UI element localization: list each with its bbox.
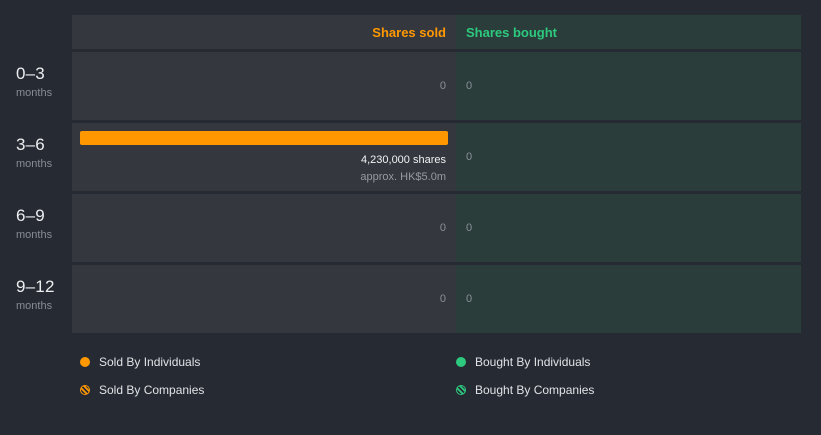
chart-legend: Sold By Individuals Sold By Companies Bo… [72, 355, 801, 411]
sold-cell: 4,230,000 shares approx. HK$5.0m [72, 123, 456, 191]
legend-sold-column: Sold By Individuals Sold By Companies [72, 355, 456, 411]
legend-item-bought-individuals: Bought By Individuals [456, 355, 801, 369]
sold-value: 0 [439, 293, 446, 305]
sold-companies-marker-icon [80, 385, 90, 395]
sold-cell: 0 [72, 265, 456, 333]
shares-sold-header: Shares sold [72, 15, 456, 49]
sold-bar-labels: 4,230,000 shares approx. HK$5.0m [80, 154, 448, 183]
shares-bought-header: Shares bought [456, 15, 801, 49]
sold-approx-label: approx. HK$5.0m [360, 171, 446, 183]
bought-cell: 0 [456, 265, 801, 333]
legend-label: Bought By Companies [475, 383, 595, 397]
sold-cell: 0 [72, 194, 456, 262]
period-unit: months [16, 300, 53, 312]
chart-header: Shares sold Shares bought [16, 15, 801, 49]
row-period: 0–3 months [16, 52, 72, 120]
bought-value: 0 [466, 80, 473, 92]
sold-cell: 0 [72, 52, 456, 120]
bought-value: 0 [466, 222, 473, 234]
legend-item-bought-companies: Bought By Companies [456, 383, 801, 397]
legend-bought-column: Bought By Individuals Bought By Companie… [456, 355, 801, 411]
bought-companies-marker-icon [456, 385, 466, 395]
row-period: 9–12 months [16, 265, 72, 333]
bought-cell: 0 [456, 123, 801, 191]
period-label: 6–9 [16, 206, 45, 225]
header-spacer [16, 15, 72, 49]
period-label: 9–12 [16, 277, 55, 296]
row-period: 3–6 months [16, 123, 72, 191]
chart-row-6-9: 6–9 months 0 0 [16, 194, 801, 262]
sold-individuals-marker-icon [80, 357, 90, 367]
sold-shares-label: 4,230,000 shares [360, 154, 446, 166]
chart-row-3-6: 3–6 months 4,230,000 shares approx. HK$5… [16, 123, 801, 191]
period-label: 3–6 [16, 135, 45, 154]
legend-label: Bought By Individuals [475, 355, 591, 369]
bought-value: 0 [466, 151, 473, 163]
bought-value: 0 [466, 293, 473, 305]
legend-label: Sold By Companies [99, 383, 205, 397]
insider-trading-chart: Shares sold Shares bought 0–3 months 0 0… [16, 15, 801, 333]
sold-value: 0 [439, 222, 446, 234]
period-unit: months [16, 87, 53, 99]
bought-individuals-marker-icon [456, 357, 466, 367]
sold-value: 0 [439, 80, 446, 92]
chart-row-9-12: 9–12 months 0 0 [16, 265, 801, 333]
sold-bar[interactable] [80, 131, 448, 145]
bought-cell: 0 [456, 194, 801, 262]
period-unit: months [16, 158, 53, 170]
chart-row-0-3: 0–3 months 0 0 [16, 52, 801, 120]
bought-cell: 0 [456, 52, 801, 120]
legend-label: Sold By Individuals [99, 355, 201, 369]
period-label: 0–3 [16, 64, 45, 83]
row-period: 6–9 months [16, 194, 72, 262]
legend-item-sold-individuals: Sold By Individuals [80, 355, 456, 369]
period-unit: months [16, 229, 53, 241]
legend-item-sold-companies: Sold By Companies [80, 383, 456, 397]
